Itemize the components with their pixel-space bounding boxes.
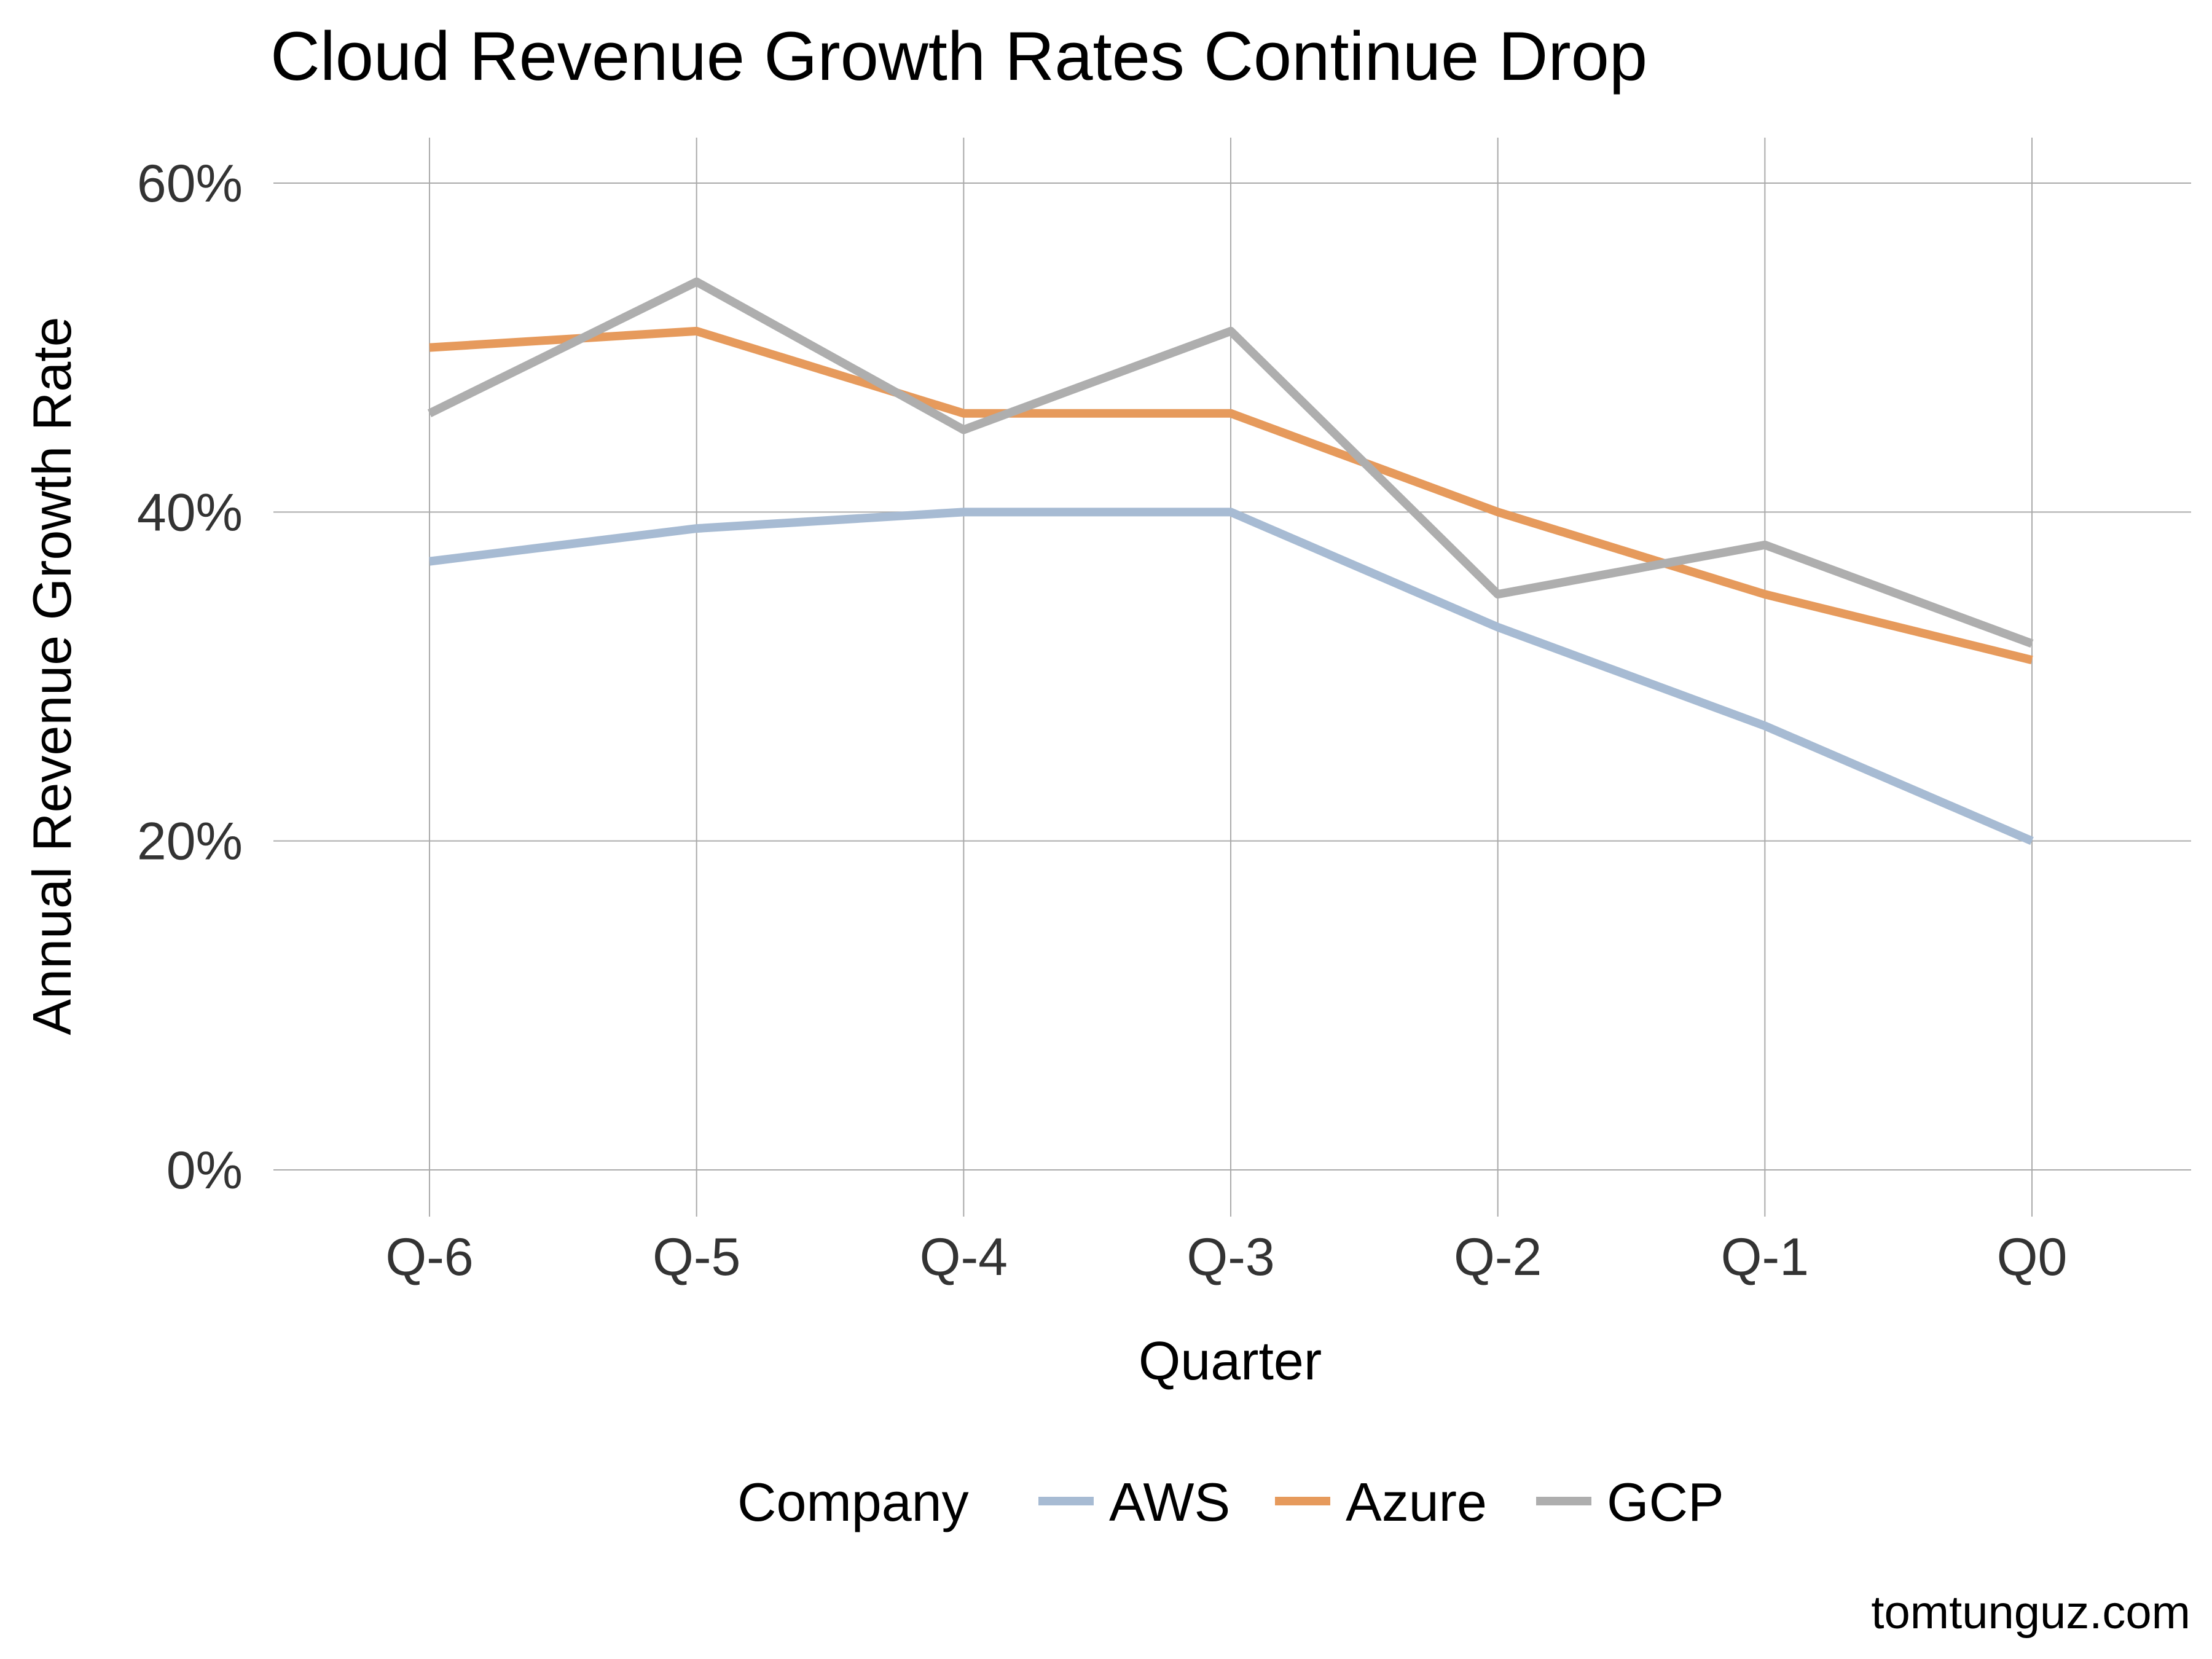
series-line-gcp: [427, 277, 2034, 648]
legend-label-aws: AWS: [1109, 1472, 1230, 1532]
x-tick-label: Q-4: [920, 1228, 1008, 1287]
x-tick-label: Q0: [1997, 1228, 2068, 1287]
y-axis-title: Annual Revenue Growth Rate: [22, 316, 82, 1035]
y-tick-label: 20%: [137, 812, 243, 871]
series-line-azure: [429, 326, 2033, 665]
y-tick-label: 40%: [137, 483, 243, 542]
x-tick-label: Q-3: [1186, 1228, 1274, 1287]
x-tick-label: Q-2: [1454, 1228, 1542, 1287]
grid: [273, 138, 2191, 1217]
y-axis-ticks: 0% 20% 40% 60%: [137, 154, 243, 1200]
series-lines: [427, 277, 2034, 845]
y-tick-label: 0%: [167, 1141, 243, 1200]
legend-label-gcp: GCP: [1607, 1472, 1724, 1532]
x-axis-title: Quarter: [1139, 1330, 1322, 1391]
x-tick-label: Q-5: [653, 1228, 740, 1287]
legend-title: Company: [737, 1472, 969, 1532]
x-tick-label: Q-1: [1721, 1228, 1809, 1287]
x-tick-label: Q-6: [385, 1228, 473, 1287]
y-tick-label: 60%: [137, 154, 243, 213]
legend-label-azure: Azure: [1346, 1472, 1487, 1532]
legend: Company AWS Azure GCP: [737, 1472, 1724, 1532]
series-line-aws: [429, 508, 2034, 845]
caption: tomtunguz.com: [1871, 1586, 2190, 1639]
chart-title: Cloud Revenue Growth Rates Continue Drop: [270, 18, 1647, 95]
x-axis-ticks: Q-6 Q-5 Q-4 Q-3 Q-2 Q-1 Q0: [385, 1228, 2067, 1287]
